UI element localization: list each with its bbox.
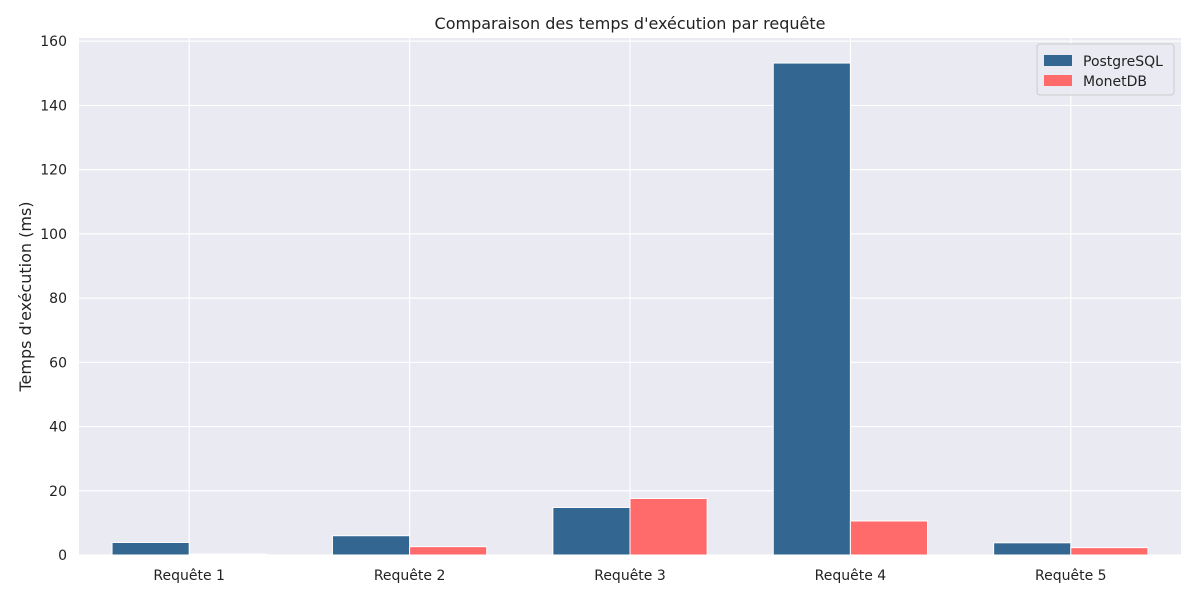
- bar-monetdb-2: [409, 546, 488, 556]
- bar-postgresql-2: [331, 535, 411, 556]
- x-tick-label: Requête 3: [594, 568, 666, 584]
- y-tick-label: 160: [40, 34, 67, 50]
- x-tick-label: Requête 5: [1035, 568, 1107, 584]
- y-tick-labels: 0 20 40 60 80 100 120 140 160: [40, 34, 67, 564]
- bar-postgresql-3: [552, 506, 631, 556]
- x-tick-label: Requête 2: [374, 568, 446, 584]
- chart-title: Comparaison des temps d'exécution par re…: [435, 14, 826, 33]
- legend: PostgreSQL MonetDB: [1036, 43, 1175, 96]
- bar-monetdb-5: [1070, 547, 1149, 556]
- x-tick-labels: Requête 1 Requête 2 Requête 3 Requête 4 Requ…: [153, 568, 1106, 584]
- bar-monetdb-4: [849, 520, 929, 556]
- legend-label-monetdb: MonetDB: [1083, 74, 1147, 90]
- y-tick-label: 40: [49, 420, 67, 436]
- legend-label-postgresql: PostgreSQL: [1083, 54, 1163, 70]
- legend-swatch-postgresql: [1044, 55, 1072, 66]
- y-tick-label: 0: [58, 548, 67, 564]
- bars-group: [111, 62, 1149, 556]
- y-tick-label: 60: [49, 355, 67, 371]
- y-tick-label: 20: [49, 484, 67, 500]
- y-tick-label: 120: [40, 163, 67, 179]
- bar-monetdb-1: [188, 553, 267, 556]
- x-tick-label: Requête 4: [815, 568, 887, 584]
- x-tick-label: Requête 1: [153, 568, 225, 584]
- bar-postgresql-1: [111, 541, 190, 556]
- y-tick-label: 80: [49, 291, 67, 307]
- grid-lines: [79, 38, 1181, 556]
- legend-swatch-monetdb: [1044, 75, 1072, 86]
- y-tick-label: 140: [40, 98, 67, 114]
- bar-monetdb-3: [629, 497, 708, 556]
- bar-postgresql-5: [993, 542, 1072, 556]
- bar-postgresql-4: [772, 62, 851, 556]
- y-axis-label: Temps d'exécution (ms): [16, 201, 35, 392]
- y-tick-label: 100: [40, 227, 67, 243]
